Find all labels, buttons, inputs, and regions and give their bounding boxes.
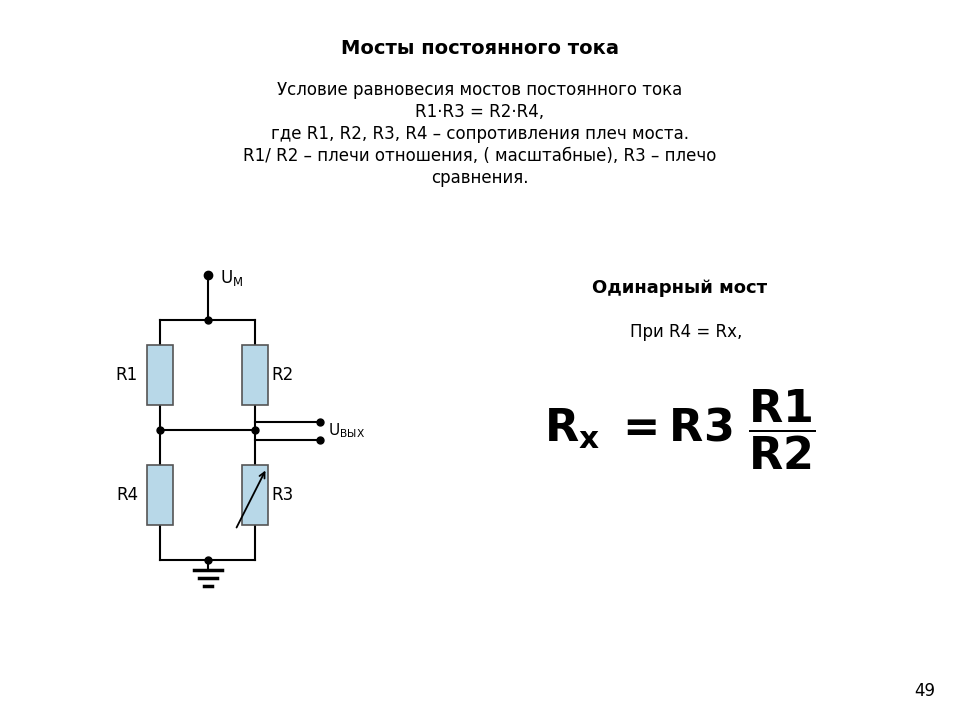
Text: $\mathbf{R_x}$ $\mathbf{= R3}$ $\mathbf{\dfrac{R1}{R2}}$: $\mathbf{R_x}$ $\mathbf{= R3}$ $\mathbf{… — [544, 387, 816, 472]
Text: R3: R3 — [271, 486, 293, 504]
Text: U$_\mathregular{М}$: U$_\mathregular{М}$ — [220, 268, 243, 288]
Bar — [147, 345, 173, 405]
Text: R1/ R2 – плечи отношения, ( масштабные), R3 – плечо: R1/ R2 – плечи отношения, ( масштабные),… — [243, 147, 717, 165]
Text: 49: 49 — [914, 682, 935, 700]
Text: R2: R2 — [271, 366, 293, 384]
Text: При R4 = Rx,: При R4 = Rx, — [630, 323, 742, 341]
Text: R4: R4 — [116, 486, 138, 504]
Text: где R1, R2, R3, R4 – сопротивления плеч моста.: где R1, R2, R3, R4 – сопротивления плеч … — [271, 125, 689, 143]
Text: Условие равновесия мостов постоянного тока: Условие равновесия мостов постоянного то… — [277, 81, 683, 99]
Text: R1·R3 = R2·R4,: R1·R3 = R2·R4, — [416, 103, 544, 121]
Bar — [242, 465, 268, 525]
Text: R1: R1 — [116, 366, 138, 384]
Text: Мосты постоянного тока: Мосты постоянного тока — [341, 38, 619, 58]
Bar — [242, 345, 268, 405]
Text: U$_\mathregular{ВЫХ}$: U$_\mathregular{ВЫХ}$ — [328, 422, 365, 441]
Text: сравнения.: сравнения. — [431, 169, 529, 187]
Bar — [147, 465, 173, 525]
Text: Одинарный мост: Одинарный мост — [592, 279, 768, 297]
